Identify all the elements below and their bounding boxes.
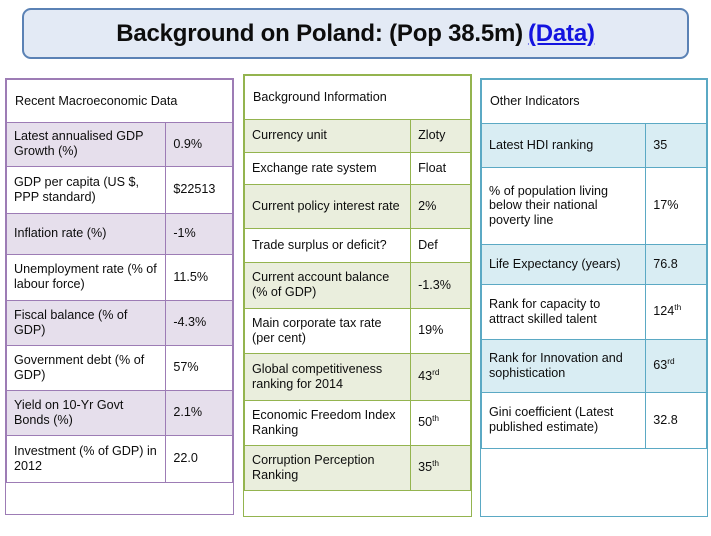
row-value: 0.9% [165, 122, 233, 167]
row-label: Current policy interest rate [243, 184, 412, 229]
data-source-link[interactable]: (Data) [527, 19, 595, 47]
row-value: 22.0 [165, 435, 233, 483]
table-row: Gini coefficient (Latest published estim… [480, 392, 707, 449]
row-label: Government debt (% of GDP) [5, 345, 167, 391]
row-label: Current account balance (% of GDP) [243, 262, 412, 309]
table-row: Unemployment rate (% of labour force) 11.… [5, 254, 233, 301]
table-row: Yield on 10-Yr Govt Bonds (%) 2.1% [5, 390, 233, 436]
table-header-row: Background Information [244, 75, 471, 120]
table-recent-macroeconomic-data: Recent Macroeconomic Data Latest annualis… [5, 78, 234, 515]
table-row: Life Expectancy (years) 76.8 [480, 244, 707, 285]
row-label: GDP per capita (US $, PPP standard) [5, 166, 167, 214]
row-label: Latest annualised GDP Growth (%) [5, 122, 167, 167]
row-value: 19% [410, 308, 471, 354]
row-label: Rank for capacity to attract skilled tal… [480, 284, 647, 340]
table-row: Government debt (% of GDP) 57% [5, 345, 233, 391]
row-value: 43rd [410, 353, 471, 401]
ordinal-suffix: rd [667, 356, 675, 367]
ordinal-suffix: rd [432, 367, 440, 378]
row-value: 63rd [645, 339, 707, 393]
background-table: Background Information Currency unit Zloty… [243, 75, 471, 491]
table-row: GDP per capita (US $, PPP standard) $2251… [5, 166, 233, 214]
row-value: $22513 [165, 166, 233, 214]
row-label: Unemployment rate (% of labour force) [5, 254, 167, 301]
row-label: Yield on 10-Yr Govt Bonds (%) [5, 390, 167, 436]
row-label: Trade surplus or deficit? [243, 228, 412, 263]
macro-table: Recent Macroeconomic Data Latest annualis… [5, 79, 233, 483]
ordinal-suffix: th [432, 458, 440, 469]
row-label: Fiscal balance (% of GDP) [5, 300, 167, 346]
row-value: 50th [410, 400, 471, 446]
table-row: Latest HDI ranking 35 [480, 123, 707, 168]
row-value: -1% [165, 213, 233, 255]
table-row: Latest annualised GDP Growth (%) 0.9% [5, 122, 233, 167]
row-value: Def [410, 228, 471, 263]
row-value: Float [410, 152, 471, 185]
row-label: Inflation rate (%) [5, 213, 167, 255]
table-header-title: Other Indicators [481, 79, 707, 124]
macro-table-body: Recent Macroeconomic Data Latest annualis… [5, 79, 233, 483]
row-label: Economic Freedom Index Ranking [243, 400, 412, 446]
ordinal-suffix: th [674, 302, 682, 313]
row-label: Gini coefficient (Latest published estim… [480, 392, 647, 449]
other-table-body: Other Indicators Latest HDI ranking 35% of… [480, 79, 707, 449]
row-value: 17% [645, 167, 707, 245]
table-row: Currency unit Zloty [243, 119, 471, 153]
table-header-row: Other Indicators [481, 79, 707, 124]
page-title: Background on Poland: (Pop 38.5m) (Data) [116, 20, 595, 48]
row-value: 32.8 [645, 392, 707, 449]
row-label: Currency unit [243, 119, 412, 153]
row-value: 57% [165, 345, 233, 391]
row-label: Exchange rate system [243, 152, 412, 185]
background-table-body: Background Information Currency unit Zloty… [243, 75, 471, 491]
row-label: % of population living below their natio… [480, 167, 647, 245]
row-label: Main corporate tax rate (per cent) [243, 308, 412, 354]
row-label: Investment (% of GDP) in 2012 [5, 435, 167, 483]
table-other-indicators: Other Indicators Latest HDI ranking 35% of… [480, 78, 708, 517]
table-row: Inflation rate (%) -1% [5, 213, 233, 255]
table-row: Rank for Innovation and sophistication 63… [480, 339, 707, 393]
row-value: Zloty [410, 119, 471, 153]
row-label: Corruption Perception Ranking [243, 445, 412, 491]
table-row: Economic Freedom Index Ranking 50th [243, 400, 471, 446]
table-header-title: Recent Macroeconomic Data [6, 79, 233, 123]
row-value: 2% [410, 184, 471, 229]
slide-title-banner: Background on Poland: (Pop 38.5m) (Data) [22, 8, 689, 59]
table-row: Corruption Perception Ranking 35th [243, 445, 471, 491]
row-value: 76.8 [645, 244, 707, 285]
row-label: Latest HDI ranking [480, 123, 647, 168]
table-header-title: Background Information [244, 75, 471, 120]
table-row: Investment (% of GDP) in 2012 22.0 [5, 435, 233, 483]
row-label: Global competitiveness ranking for 2014 [243, 353, 412, 401]
ordinal-suffix: th [432, 413, 440, 424]
row-value: 124th [645, 284, 707, 340]
table-row: Global competitiveness ranking for 2014 4… [243, 353, 471, 401]
table-row: Fiscal balance (% of GDP) -4.3% [5, 300, 233, 346]
row-label: Rank for Innovation and sophistication [480, 339, 647, 393]
page-title-text: Background on Poland: (Pop 38.5m) [116, 19, 523, 47]
row-value: -1.3% [410, 262, 471, 309]
row-label: Life Expectancy (years) [480, 244, 647, 285]
table-row: % of population living below their natio… [480, 167, 707, 245]
table-row: Current account balance (% of GDP) -1.3% [243, 262, 471, 309]
table-row: Current policy interest rate 2% [243, 184, 471, 229]
table-header-row: Recent Macroeconomic Data [6, 79, 233, 123]
row-value: 2.1% [165, 390, 233, 436]
row-value: 35th [410, 445, 471, 491]
table-row: Rank for capacity to attract skilled tal… [480, 284, 707, 340]
table-row: Exchange rate system Float [243, 152, 471, 185]
other-table: Other Indicators Latest HDI ranking 35% of… [480, 79, 707, 449]
row-value: 35 [645, 123, 707, 168]
table-row: Trade surplus or deficit? Def [243, 228, 471, 263]
row-value: -4.3% [165, 300, 233, 346]
table-row: Main corporate tax rate (per cent) 19% [243, 308, 471, 354]
row-value: 11.5% [165, 254, 233, 301]
table-background-information: Background Information Currency unit Zloty… [243, 74, 472, 517]
